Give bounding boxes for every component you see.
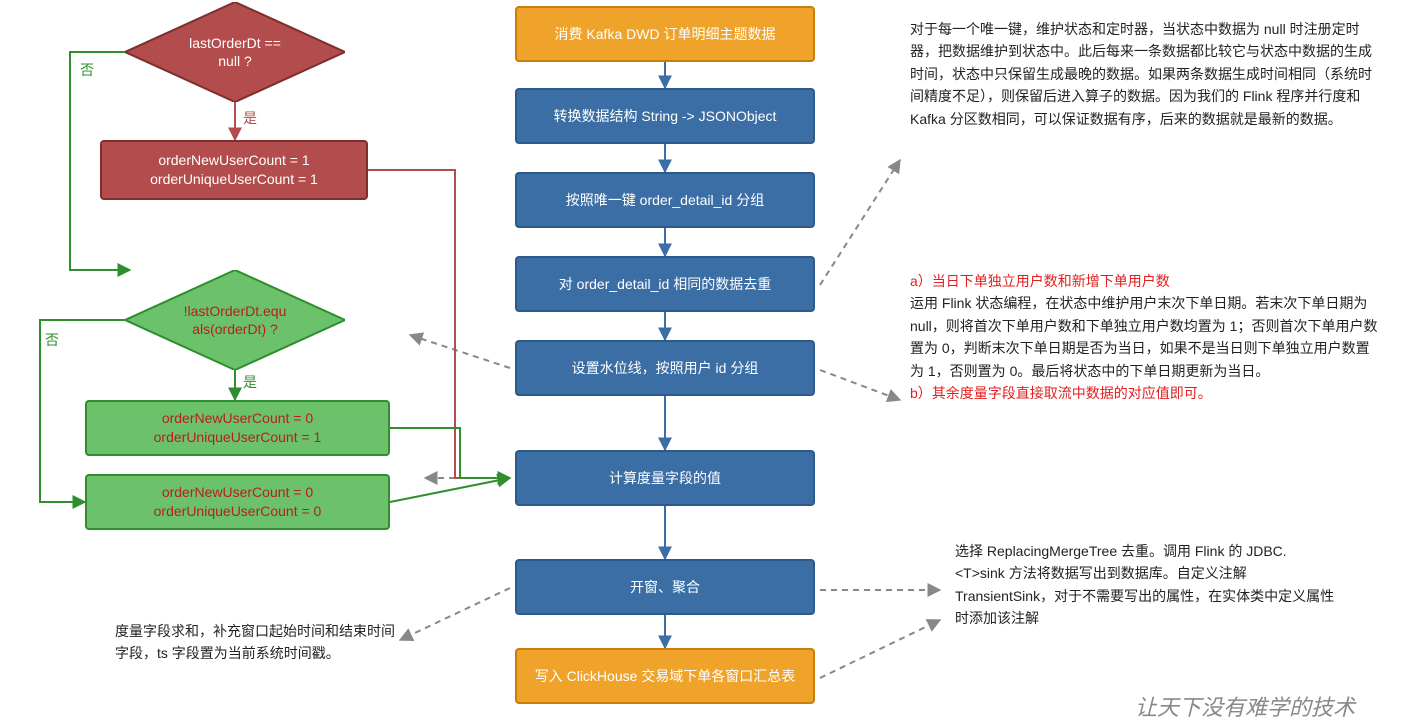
redbox-l1: orderNewUserCount = 1	[158, 152, 309, 168]
g1-l2: orderUniqueUserCount = 1	[154, 428, 322, 447]
s6-text: 计算度量字段的值	[609, 469, 721, 488]
decision-lastorderdt-equals: !lastOrderDt.equ als(orderDt) ?	[125, 270, 345, 370]
d2-no-label: 否	[45, 330, 59, 350]
a3-text: 选择 ReplacingMergeTree 去重。调用 Flink 的 JDBC…	[955, 543, 1334, 626]
a1-text: 对于每一个唯一键，维护状态和定时器，当状态中数据为 null 时注册定时器，把数…	[910, 21, 1372, 127]
d1-yes-label: 是	[243, 108, 257, 128]
s1-text: 消费 Kafka DWD 订单明细主题数据	[555, 25, 776, 44]
step-clickhouse-sink: 写入 ClickHouse 交易域下单各窗口汇总表	[515, 648, 815, 704]
annotation-window-sum: 度量字段求和，补充窗口起始时间和结束时间字段，ts 字段置为当前系统时间戳。	[115, 620, 395, 665]
s3-text: 按照唯一键 order_detail_id 分组	[566, 191, 764, 210]
d1-no-label: 否	[80, 60, 94, 80]
watermark-text: 让天下没有难学的技术	[1135, 690, 1355, 722]
d2-line1: !lastOrderDt.equ	[184, 303, 287, 319]
s2-text: 转换数据结构 String -> JSONObject	[554, 107, 777, 126]
d2-yes-label: 是	[243, 372, 257, 392]
step-kafka-source: 消费 Kafka DWD 订单明细主题数据	[515, 6, 815, 62]
step-convert-json: 转换数据结构 String -> JSONObject	[515, 88, 815, 144]
d2-line2: als(orderDt) ?	[192, 321, 278, 337]
step-compute-metrics: 计算度量字段的值	[515, 450, 815, 506]
green-box-1: orderNewUserCount = 0orderUniqueUserCoun…	[85, 400, 390, 456]
d1-line1: lastOrderDt ==	[189, 35, 281, 51]
a2-head: a）当日下单独立用户数和新增下单用户数	[910, 273, 1170, 289]
s8-text: 写入 ClickHouse 交易域下单各窗口汇总表	[535, 667, 796, 686]
green-box-2: orderNewUserCount = 0orderUniqueUserCoun…	[85, 474, 390, 530]
s5-text: 设置水位线，按照用户 id 分组	[572, 359, 759, 378]
step-watermark-groupby-user: 设置水位线，按照用户 id 分组	[515, 340, 815, 396]
a2-body: 运用 Flink 状态编程，在状态中维护用户末次下单日期。若末次下单日期为 nu…	[910, 295, 1377, 378]
step-dedup: 对 order_detail_id 相同的数据去重	[515, 256, 815, 312]
s7-text: 开窗、聚合	[630, 578, 700, 597]
step-groupby-detailid: 按照唯一键 order_detail_id 分组	[515, 172, 815, 228]
step-window-aggregate: 开窗、聚合	[515, 559, 815, 615]
annotation-sink: 选择 ReplacingMergeTree 去重。调用 Flink 的 JDBC…	[955, 540, 1335, 630]
g1-l1: orderNewUserCount = 0	[154, 409, 322, 428]
redbox-l2: orderUniqueUserCount = 1	[150, 171, 318, 187]
a2-tail: b）其余度量字段直接取流中数据的对应值即可。	[910, 385, 1212, 401]
g2-l2: orderUniqueUserCount = 0	[154, 502, 322, 521]
g2-l1: orderNewUserCount = 0	[154, 483, 322, 502]
s4-text: 对 order_detail_id 相同的数据去重	[559, 275, 771, 294]
annotation-dedup: 对于每一个唯一键，维护状态和定时器，当状态中数据为 null 时注册定时器，把数…	[910, 18, 1380, 130]
red-assign-box: orderNewUserCount = 1 orderUniqueUserCoun…	[100, 140, 368, 200]
d1-line2: null ?	[218, 53, 251, 69]
decision-lastorderdt-null: lastOrderDt == null ?	[125, 2, 345, 102]
annotation-metrics: a）当日下单独立用户数和新增下单用户数 运用 Flink 状态编程，在状态中维护…	[910, 270, 1380, 404]
a4-text: 度量字段求和，补充窗口起始时间和结束时间字段，ts 字段置为当前系统时间戳。	[115, 623, 395, 661]
